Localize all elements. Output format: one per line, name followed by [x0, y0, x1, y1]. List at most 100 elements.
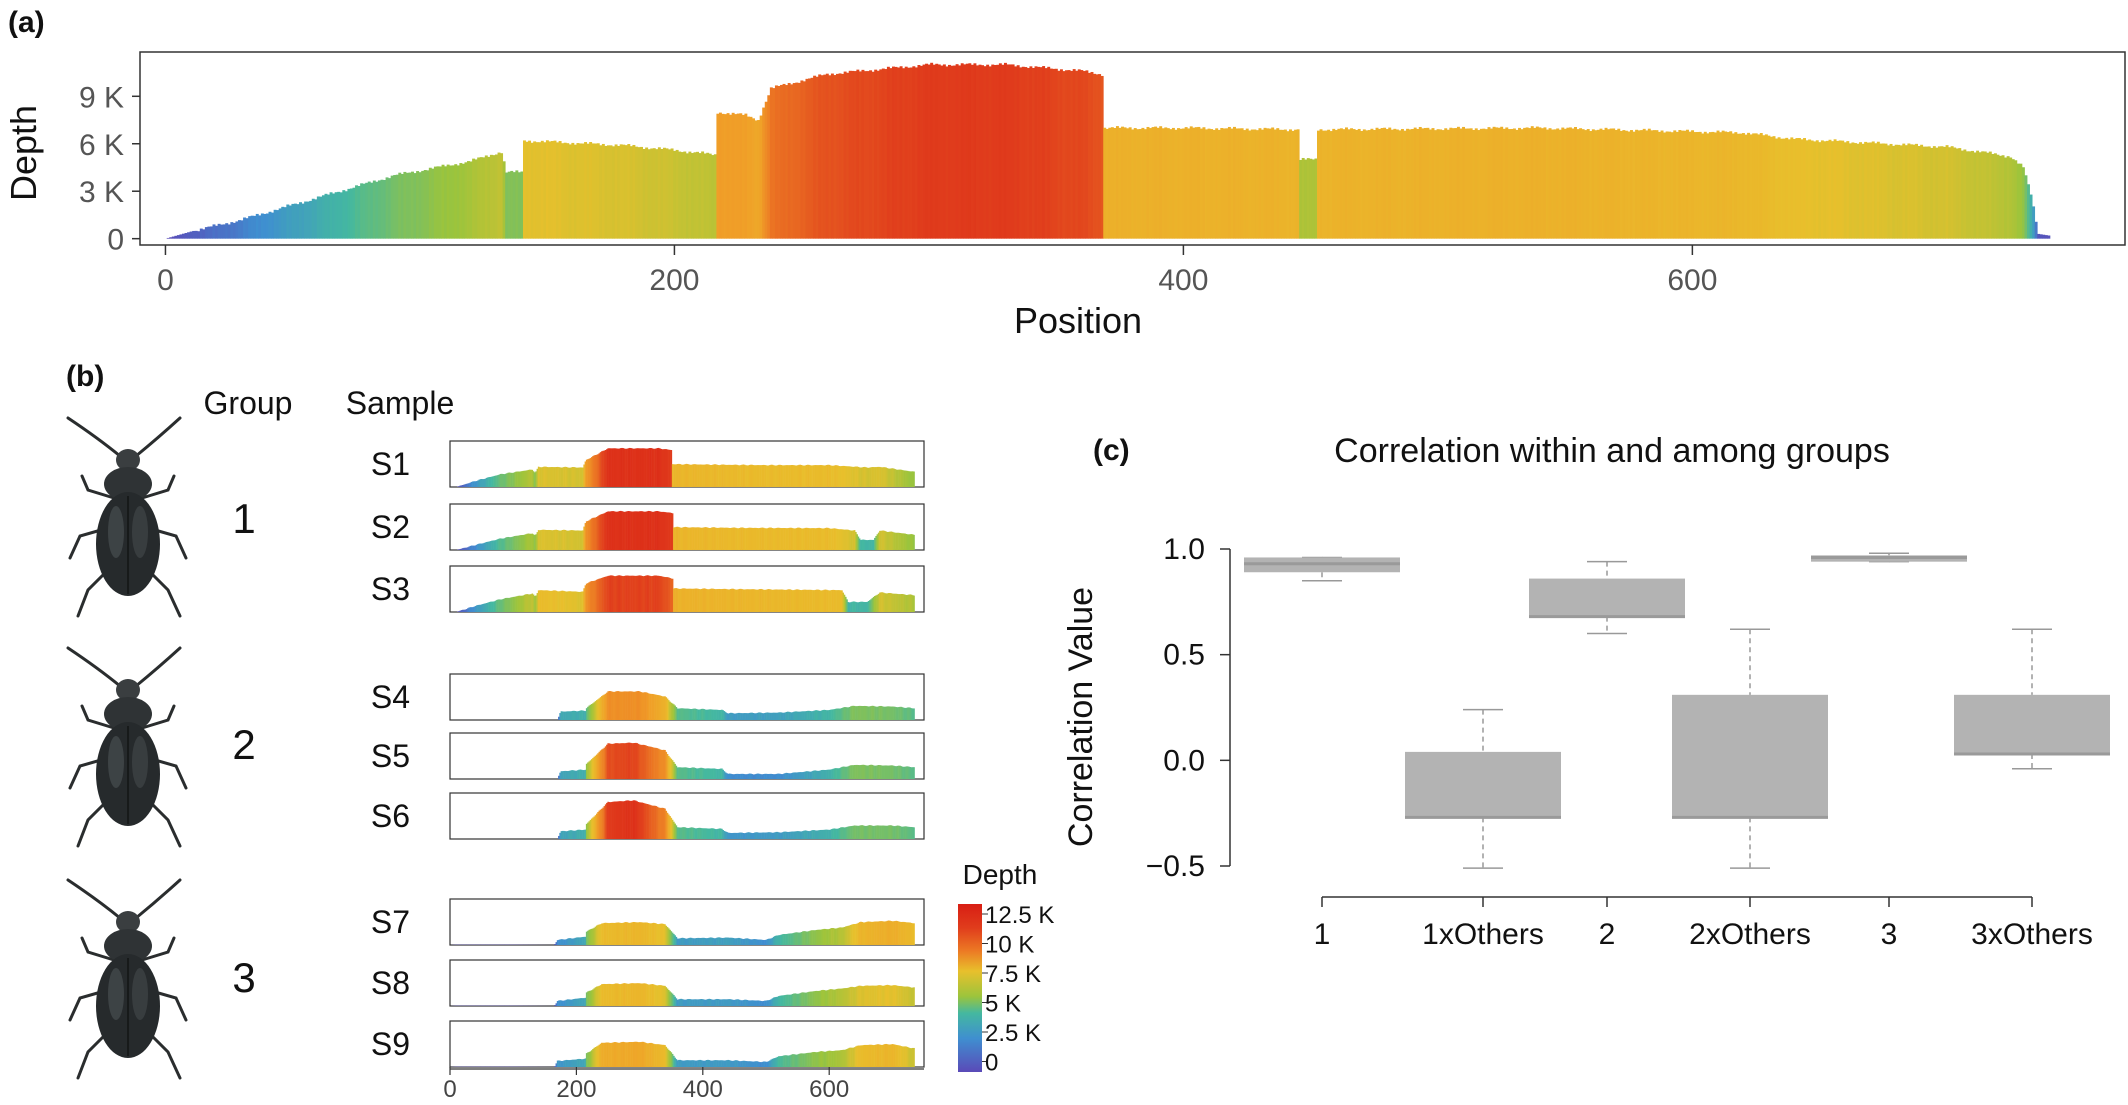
depth-bar	[174, 236, 177, 239]
depth-bar	[1770, 137, 1773, 239]
depth-bar	[1465, 129, 1468, 239]
depth-bar	[630, 146, 633, 239]
depth-bar	[1633, 132, 1636, 239]
depth-bar	[462, 164, 465, 239]
depth-bar	[839, 73, 842, 238]
depth-bar	[490, 155, 493, 239]
depth-bar	[1976, 151, 1979, 239]
depth-bar	[1269, 129, 1272, 239]
depth-bar	[1050, 69, 1053, 239]
depth-bar	[207, 227, 210, 239]
depth-bar	[1393, 129, 1396, 239]
depth-bar	[1681, 131, 1684, 239]
depth-bar	[1325, 131, 1328, 239]
depth-bar	[1378, 129, 1381, 239]
depth-bar	[1655, 130, 1658, 239]
depth-bar	[627, 144, 630, 239]
depth-bar	[676, 150, 679, 239]
depth-bar	[599, 145, 602, 238]
depth-bar	[1867, 143, 1870, 239]
depth-bar	[935, 64, 938, 239]
depth-bar	[375, 182, 378, 239]
depth-bar	[1284, 130, 1287, 239]
depth-bar	[1892, 146, 1895, 239]
depth-bar	[1566, 128, 1569, 239]
depth-bar	[1650, 130, 1653, 238]
depth-bar	[495, 155, 498, 239]
depth-bar	[1475, 128, 1478, 238]
depth-bar	[1887, 145, 1890, 238]
depth-bar	[503, 161, 506, 238]
depth-bar	[1902, 144, 1905, 239]
depth-bar	[452, 165, 455, 238]
x-tick-label: 200	[649, 264, 699, 297]
depth-bar	[1215, 128, 1218, 238]
depth-bar	[546, 140, 549, 238]
depth-bar	[1823, 141, 1826, 238]
depth-bar	[1503, 129, 1506, 239]
depth-bar	[984, 66, 987, 238]
sample-depth-bar	[913, 1048, 915, 1067]
depth-bar	[1182, 128, 1185, 238]
depth-bar	[1258, 128, 1261, 238]
sample-track: S2	[371, 504, 924, 550]
depth-bar	[1923, 147, 1926, 239]
depth-bar	[574, 145, 577, 239]
depth-bar	[429, 168, 432, 239]
depth-bar	[1022, 67, 1025, 239]
depth-bar	[1490, 129, 1493, 239]
depth-bar	[1505, 127, 1508, 238]
depth-bar	[760, 116, 763, 239]
depth-bar	[266, 214, 269, 239]
sample-depth-bar	[913, 535, 915, 550]
depth-bar	[1729, 131, 1732, 238]
sample-depth-bar	[913, 767, 915, 779]
depth-bar	[457, 165, 460, 238]
depth-bar	[1373, 130, 1376, 239]
sample-track: S4	[371, 674, 924, 720]
depth-bar	[1470, 128, 1473, 238]
depth-bar	[426, 170, 429, 238]
depth-bar	[1304, 160, 1307, 239]
depth-bar	[1246, 129, 1249, 239]
depth-bar	[1449, 128, 1452, 239]
depth-bar	[1925, 147, 1928, 239]
depth-bar	[1297, 129, 1300, 238]
depth-bar	[1383, 128, 1386, 239]
depth-bar	[1806, 140, 1809, 238]
panel-a-y-ticks: 03 K6 K9 K	[79, 81, 140, 256]
depth-bar	[1032, 68, 1035, 239]
x-tick-label: 0	[157, 264, 174, 297]
sample-track: S5	[371, 733, 924, 779]
depth-bar	[1055, 69, 1058, 239]
depth-bar	[828, 75, 831, 238]
depth-bar	[1829, 140, 1832, 239]
box-plot	[1244, 557, 1400, 580]
depth-bar	[327, 195, 330, 239]
depth-bar	[1365, 130, 1368, 238]
depth-bar	[1098, 74, 1101, 239]
depth-bar	[1508, 129, 1511, 239]
depth-bar	[200, 229, 203, 239]
depth-bar	[526, 142, 529, 239]
depth-bar	[803, 81, 806, 238]
sample-track: S6	[371, 793, 924, 839]
sample-track: S8	[371, 960, 924, 1006]
depth-bar	[1538, 127, 1541, 238]
sample-depth-bar	[913, 923, 915, 945]
x-tick-label: 400	[683, 1076, 723, 1100]
depth-bar	[683, 152, 686, 239]
depth-bar	[688, 152, 691, 239]
depth-bar	[1821, 140, 1824, 238]
depth-bar	[1060, 69, 1063, 238]
depth-bar	[742, 115, 745, 239]
depth-bar	[1007, 64, 1010, 238]
depth-bar	[816, 77, 819, 239]
depth-bar	[831, 74, 834, 239]
depth-bar	[1152, 127, 1155, 239]
sample-depth-bar	[913, 472, 915, 488]
depth-bar	[1274, 130, 1277, 239]
depth-bar	[648, 149, 651, 238]
depth-bar	[1348, 129, 1351, 238]
depth-bar	[1396, 130, 1399, 239]
